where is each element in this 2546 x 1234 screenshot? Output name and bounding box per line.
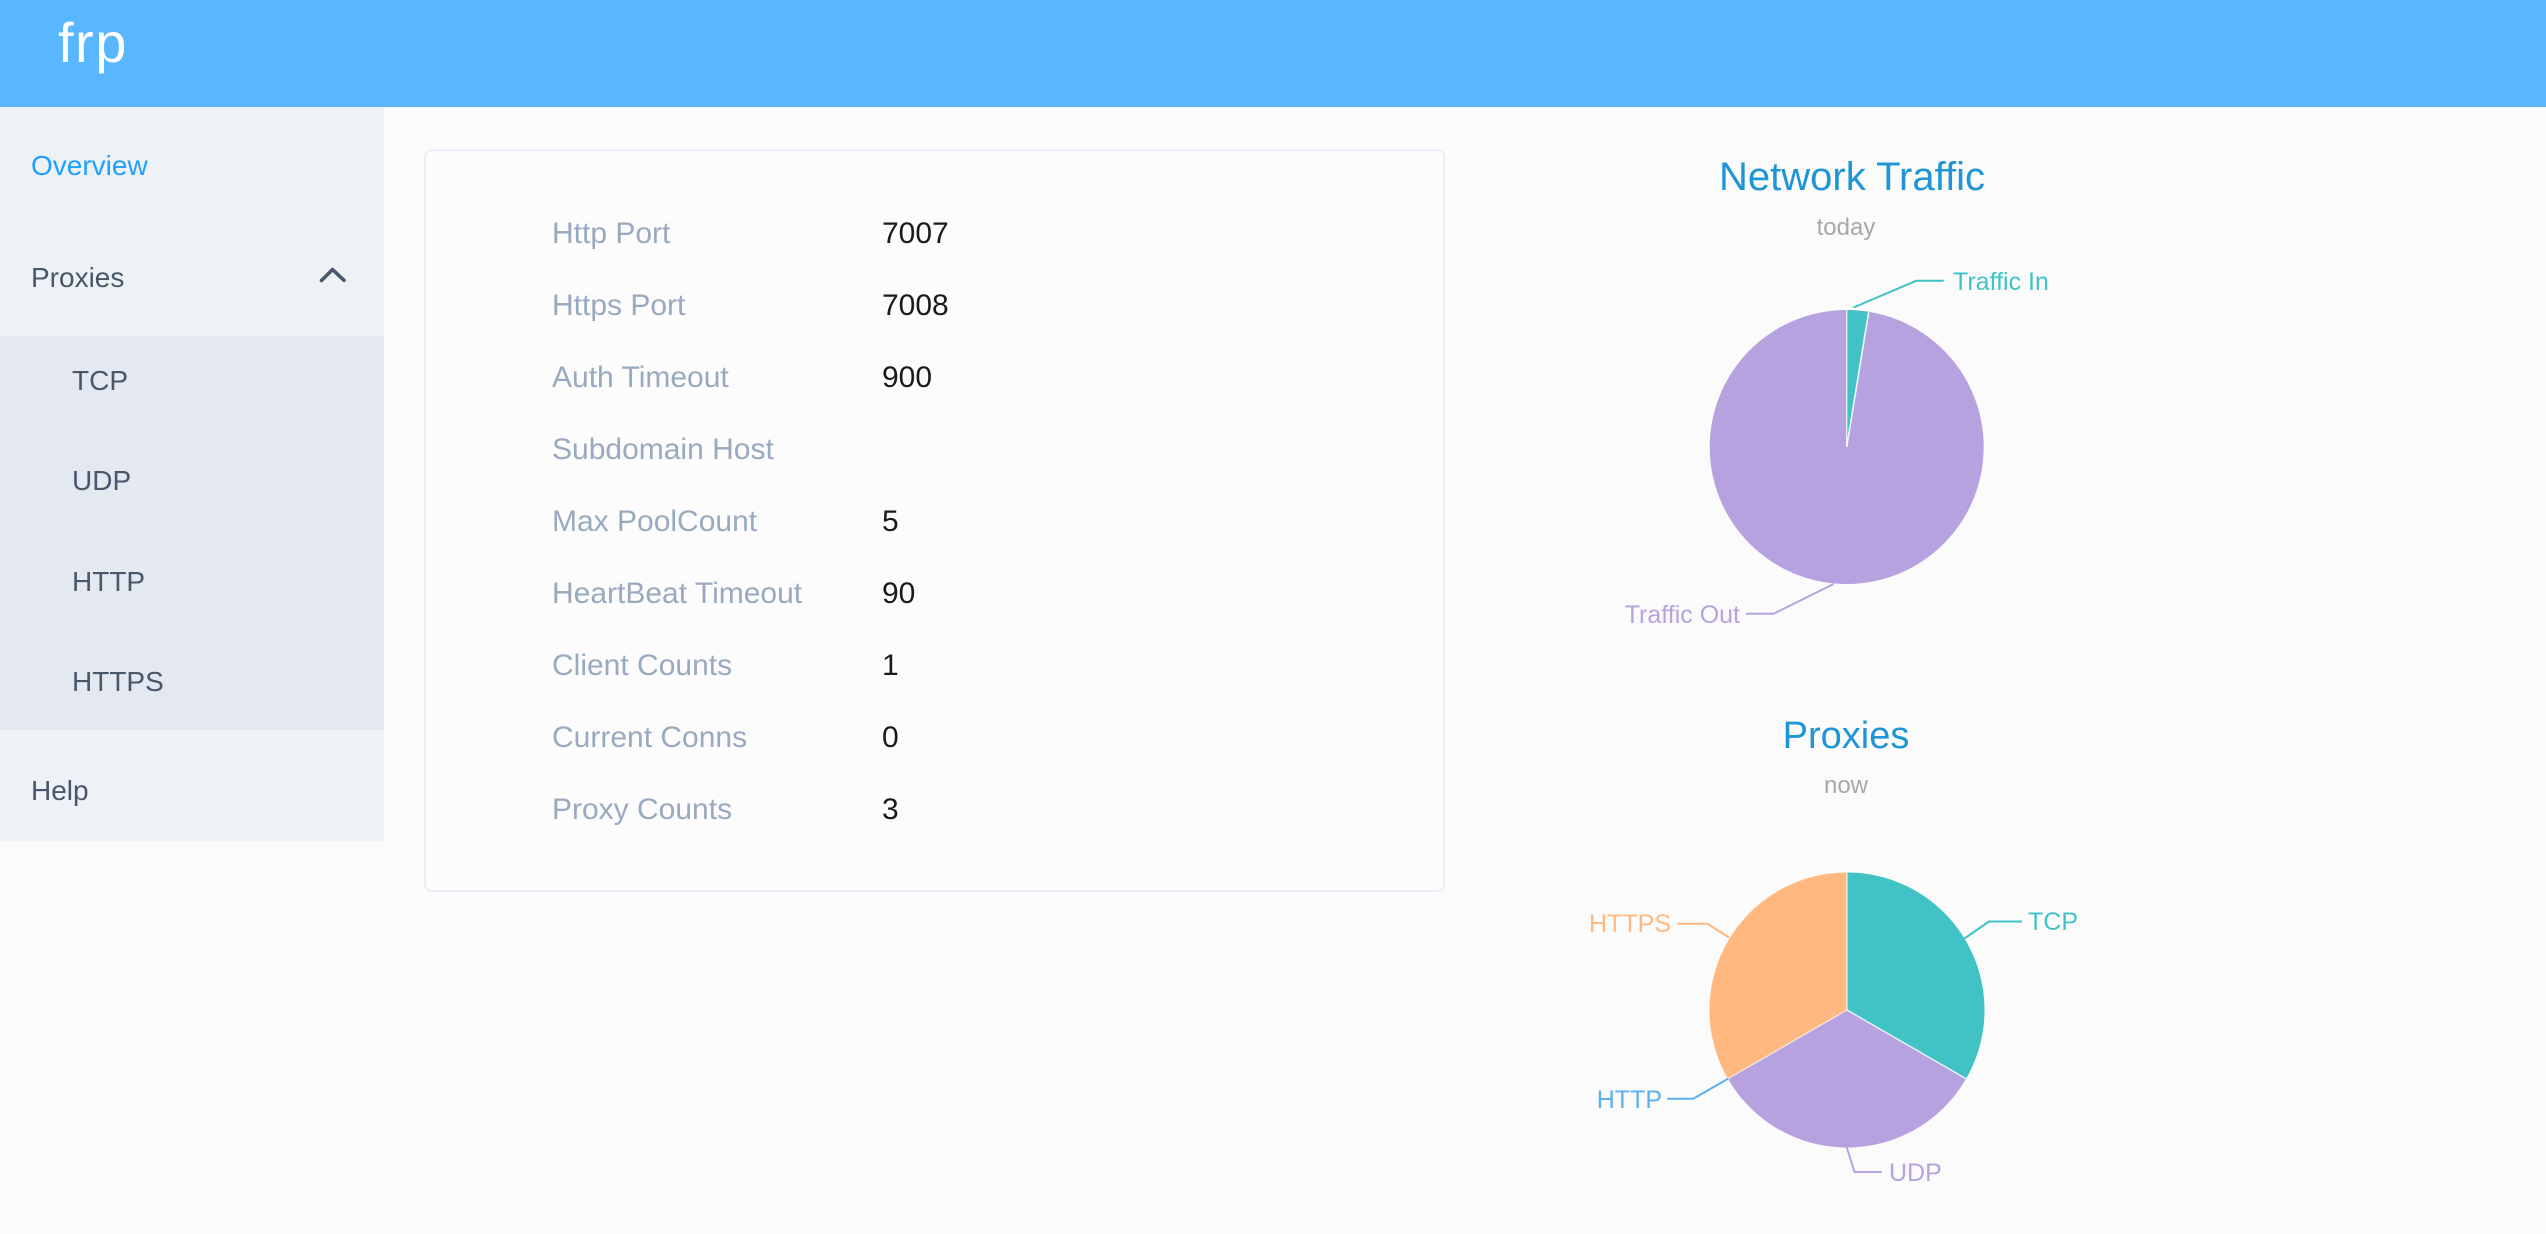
svg-text:today: today bbox=[1817, 214, 1876, 241]
svg-text:Traffic Out: Traffic Out bbox=[1625, 601, 1740, 629]
svg-text:HTTPS: HTTPS bbox=[1589, 910, 1671, 938]
svg-text:now: now bbox=[1824, 772, 1869, 799]
svg-text:TCP: TCP bbox=[2028, 908, 2078, 936]
svg-text:Network Traffic: Network Traffic bbox=[1719, 155, 1985, 199]
svg-text:HTTP: HTTP bbox=[1597, 1086, 1662, 1114]
svg-text:Traffic In: Traffic In bbox=[1953, 268, 2049, 296]
svg-text:Proxies: Proxies bbox=[1783, 715, 1910, 757]
svg-text:UDP: UDP bbox=[1889, 1159, 1942, 1187]
